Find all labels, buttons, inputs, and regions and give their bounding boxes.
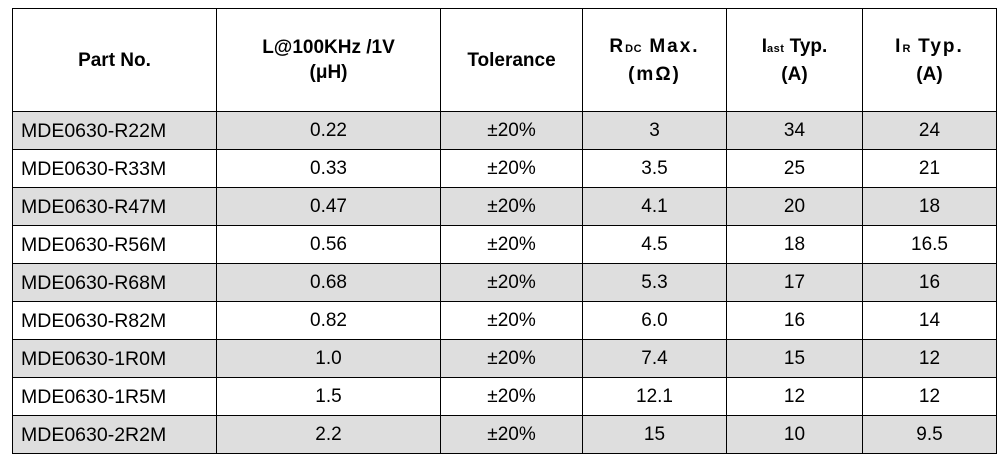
table-row: MDE0630-2R2M 2.2 ±20% 15 10 9.5 xyxy=(12,415,997,454)
cell-inductance: 2.2 xyxy=(216,415,441,454)
header-part-no: Part No. xyxy=(12,8,217,112)
header-row: Part No. L@100KHz /1V (μH) Tolerance RDC… xyxy=(12,8,997,112)
cell-ir: 24 xyxy=(862,111,997,150)
table-body: MDE0630-R22M 0.22 ±20% 3 34 24 MDE0630-R… xyxy=(12,111,997,454)
cell-part-no: MDE0630-R47M xyxy=(12,187,217,226)
cell-rdc: 12.1 xyxy=(582,377,727,416)
cell-ir: 16 xyxy=(862,263,997,302)
cell-part-no: MDE0630-1R0M xyxy=(12,339,217,378)
cell-inductance: 0.68 xyxy=(216,263,441,302)
cell-isat: 16 xyxy=(726,301,863,340)
header-isat-typ: Iast Typ. (A) xyxy=(726,8,863,112)
header-ir-typ: IR Typ. (A) xyxy=(862,8,997,112)
cell-rdc: 5.3 xyxy=(582,263,727,302)
cell-part-no: MDE0630-R82M xyxy=(12,301,217,340)
cell-inductance: 0.33 xyxy=(216,149,441,188)
cell-isat: 17 xyxy=(726,263,863,302)
cell-isat: 12 xyxy=(726,377,863,416)
cell-part-no: MDE0630-R68M xyxy=(12,263,217,302)
table-row: MDE0630-R47M 0.47 ±20% 4.1 20 18 xyxy=(12,187,997,226)
cell-part-no: MDE0630-R22M xyxy=(12,111,217,150)
table-row: MDE0630-R22M 0.22 ±20% 3 34 24 xyxy=(12,111,997,150)
cell-ir: 16.5 xyxy=(862,225,997,264)
cell-part-no: MDE0630-2R2M xyxy=(12,415,217,454)
cell-tolerance: ±20% xyxy=(440,149,583,188)
cell-tolerance: ±20% xyxy=(440,377,583,416)
table-row: MDE0630-R33M 0.33 ±20% 3.5 25 21 xyxy=(12,149,997,188)
cell-inductance: 0.82 xyxy=(216,301,441,340)
cell-tolerance: ±20% xyxy=(440,301,583,340)
table-header: Part No. L@100KHz /1V (μH) Tolerance RDC… xyxy=(12,8,997,112)
header-tolerance: Tolerance xyxy=(440,8,583,112)
cell-tolerance: ±20% xyxy=(440,415,583,454)
table-row: MDE0630-R56M 0.56 ±20% 4.5 18 16.5 xyxy=(12,225,997,264)
cell-part-no: MDE0630-R33M xyxy=(12,149,217,188)
table-row: MDE0630-1R5M 1.5 ±20% 12.1 12 12 xyxy=(12,377,997,416)
cell-rdc: 6.0 xyxy=(582,301,727,340)
table-row: MDE0630-R68M 0.68 ±20% 5.3 17 16 xyxy=(12,263,997,302)
cell-tolerance: ±20% xyxy=(440,111,583,150)
cell-inductance: 0.47 xyxy=(216,187,441,226)
cell-tolerance: ±20% xyxy=(440,187,583,226)
table-row: MDE0630-R82M 0.82 ±20% 6.0 16 14 xyxy=(12,301,997,340)
cell-isat: 15 xyxy=(726,339,863,378)
cell-rdc: 15 xyxy=(582,415,727,454)
header-inductance: L@100KHz /1V (μH) xyxy=(216,8,441,112)
cell-isat: 25 xyxy=(726,149,863,188)
cell-isat: 20 xyxy=(726,187,863,226)
cell-ir: 12 xyxy=(862,377,997,416)
cell-tolerance: ±20% xyxy=(440,339,583,378)
cell-rdc: 3.5 xyxy=(582,149,727,188)
cell-inductance: 0.56 xyxy=(216,225,441,264)
cell-isat: 18 xyxy=(726,225,863,264)
cell-ir: 14 xyxy=(862,301,997,340)
cell-rdc: 7.4 xyxy=(582,339,727,378)
cell-rdc: 4.5 xyxy=(582,225,727,264)
cell-ir: 18 xyxy=(862,187,997,226)
cell-inductance: 0.22 xyxy=(216,111,441,150)
cell-tolerance: ±20% xyxy=(440,263,583,302)
cell-inductance: 1.0 xyxy=(216,339,441,378)
cell-ir: 12 xyxy=(862,339,997,378)
cell-isat: 10 xyxy=(726,415,863,454)
cell-rdc: 4.1 xyxy=(582,187,727,226)
cell-ir: 21 xyxy=(862,149,997,188)
inductor-spec-table: Part No. L@100KHz /1V (μH) Tolerance RDC… xyxy=(12,8,997,454)
cell-inductance: 1.5 xyxy=(216,377,441,416)
cell-tolerance: ±20% xyxy=(440,225,583,264)
cell-ir: 9.5 xyxy=(862,415,997,454)
cell-part-no: MDE0630-1R5M xyxy=(12,377,217,416)
cell-part-no: MDE0630-R56M xyxy=(12,225,217,264)
cell-isat: 34 xyxy=(726,111,863,150)
table-row: MDE0630-1R0M 1.0 ±20% 7.4 15 12 xyxy=(12,339,997,378)
cell-rdc: 3 xyxy=(582,111,727,150)
header-rdc-max: RDC Max. (mΩ) xyxy=(582,8,727,112)
